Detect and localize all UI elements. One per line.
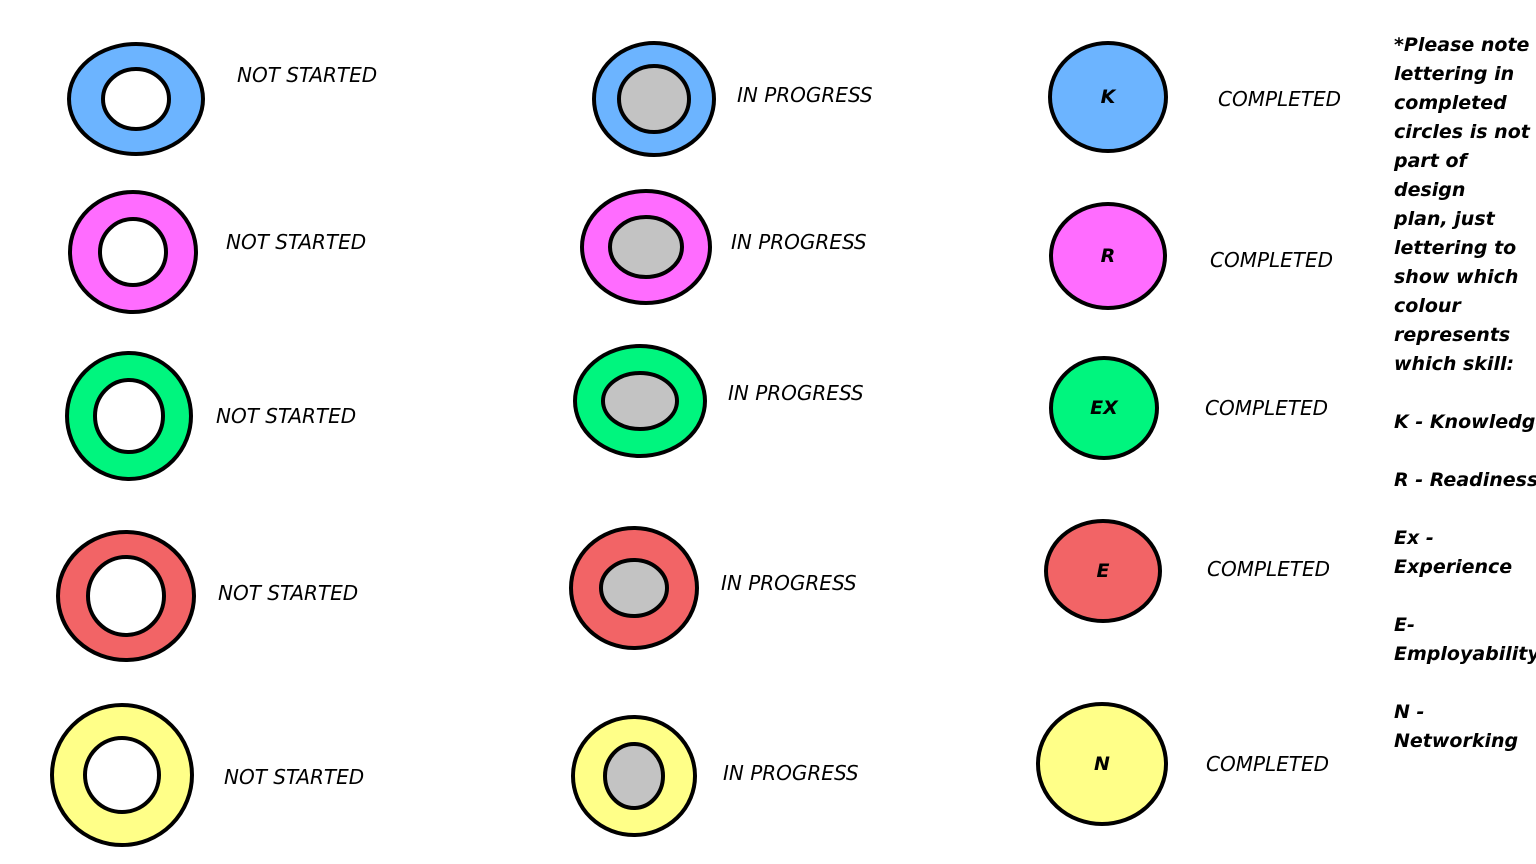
note-line: colour <box>1394 295 1461 317</box>
note-line: *Please note <box>1394 34 1530 56</box>
not-started-label-employability: NOT STARTED <box>218 581 358 605</box>
in-progress-centre-knowledge <box>617 64 691 134</box>
not-started-centre-readiness <box>98 217 168 287</box>
completed-disc-employability <box>1044 519 1162 623</box>
in-progress-centre-employability <box>599 558 669 618</box>
note-spacer <box>1394 669 1536 698</box>
completed-disc-knowledge <box>1048 41 1168 153</box>
legend-entry-line: Employability <box>1394 643 1536 665</box>
note-spacer <box>1394 582 1536 611</box>
note-spacer <box>1394 437 1536 466</box>
in-progress-label-experience: IN PROGRESS <box>728 381 864 405</box>
not-started-centre-networking <box>83 736 161 814</box>
legend-entry-line: N - <box>1394 701 1425 723</box>
completed-letter-readiness: R <box>1101 245 1116 267</box>
completed-label-experience: COMPLETED <box>1205 396 1328 420</box>
note-spacer <box>1394 379 1536 408</box>
legend-entry-line: Ex - <box>1394 527 1434 549</box>
note-line: part of design <box>1394 150 1467 201</box>
in-progress-centre-readiness <box>608 215 684 279</box>
not-started-label-networking: NOT STARTED <box>224 765 364 789</box>
completed-label-readiness: COMPLETED <box>1210 248 1333 272</box>
in-progress-centre-experience <box>601 371 679 431</box>
status-circles <box>50 41 1168 847</box>
note-spacer <box>1394 495 1536 524</box>
note-line: which skill: <box>1394 353 1515 375</box>
not-started-label-experience: NOT STARTED <box>216 404 356 428</box>
not-started-centre-experience <box>93 378 165 454</box>
completed-letter-networking: N <box>1094 753 1110 775</box>
completed-label-knowledge: COMPLETED <box>1218 87 1341 111</box>
completed-disc-experience <box>1049 356 1159 460</box>
not-started-centre-knowledge <box>101 67 171 131</box>
in-progress-label-readiness: IN PROGRESS <box>731 230 867 254</box>
completed-label-employability: COMPLETED <box>1207 557 1330 581</box>
legend-entry-line: Networking <box>1394 730 1519 752</box>
note-line: represents <box>1394 324 1511 346</box>
note-line: lettering in <box>1394 63 1515 85</box>
completed-letter-employability: E <box>1097 560 1110 582</box>
not-started-label-knowledge: NOT STARTED <box>237 63 377 87</box>
legend-entry-line: Experience <box>1394 556 1513 578</box>
completed-disc-readiness <box>1049 202 1167 310</box>
legend-entry-line: E- <box>1394 614 1415 636</box>
in-progress-centre-networking <box>603 742 665 810</box>
note-line: show which <box>1394 266 1519 288</box>
not-started-label-readiness: NOT STARTED <box>226 230 366 254</box>
completed-letter-experience: EX <box>1090 397 1119 419</box>
note-line: plan, just <box>1394 208 1495 230</box>
completed-letter-knowledge: K <box>1101 86 1117 108</box>
in-progress-label-employability: IN PROGRESS <box>721 571 857 595</box>
note-line: completed <box>1394 92 1507 114</box>
note-line: circles is not <box>1394 121 1530 143</box>
not-started-centre-employability <box>86 555 166 637</box>
legend-entry-line: R - Readiness <box>1394 469 1536 491</box>
in-progress-label-networking: IN PROGRESS <box>723 761 859 785</box>
completed-disc-networking <box>1036 702 1168 826</box>
in-progress-label-knowledge: IN PROGRESS <box>737 83 873 107</box>
completed-label-networking: COMPLETED <box>1206 752 1329 776</box>
legend-entry-line: K - Knowledge <box>1394 411 1536 433</box>
skill-color-note: *Please note lettering in completed circles… <box>1394 31 1536 756</box>
note-line: lettering to <box>1394 237 1517 259</box>
status-labels: NOT STARTED IN PROGRESS K COMPLETED NOT STAR… <box>216 63 1341 789</box>
